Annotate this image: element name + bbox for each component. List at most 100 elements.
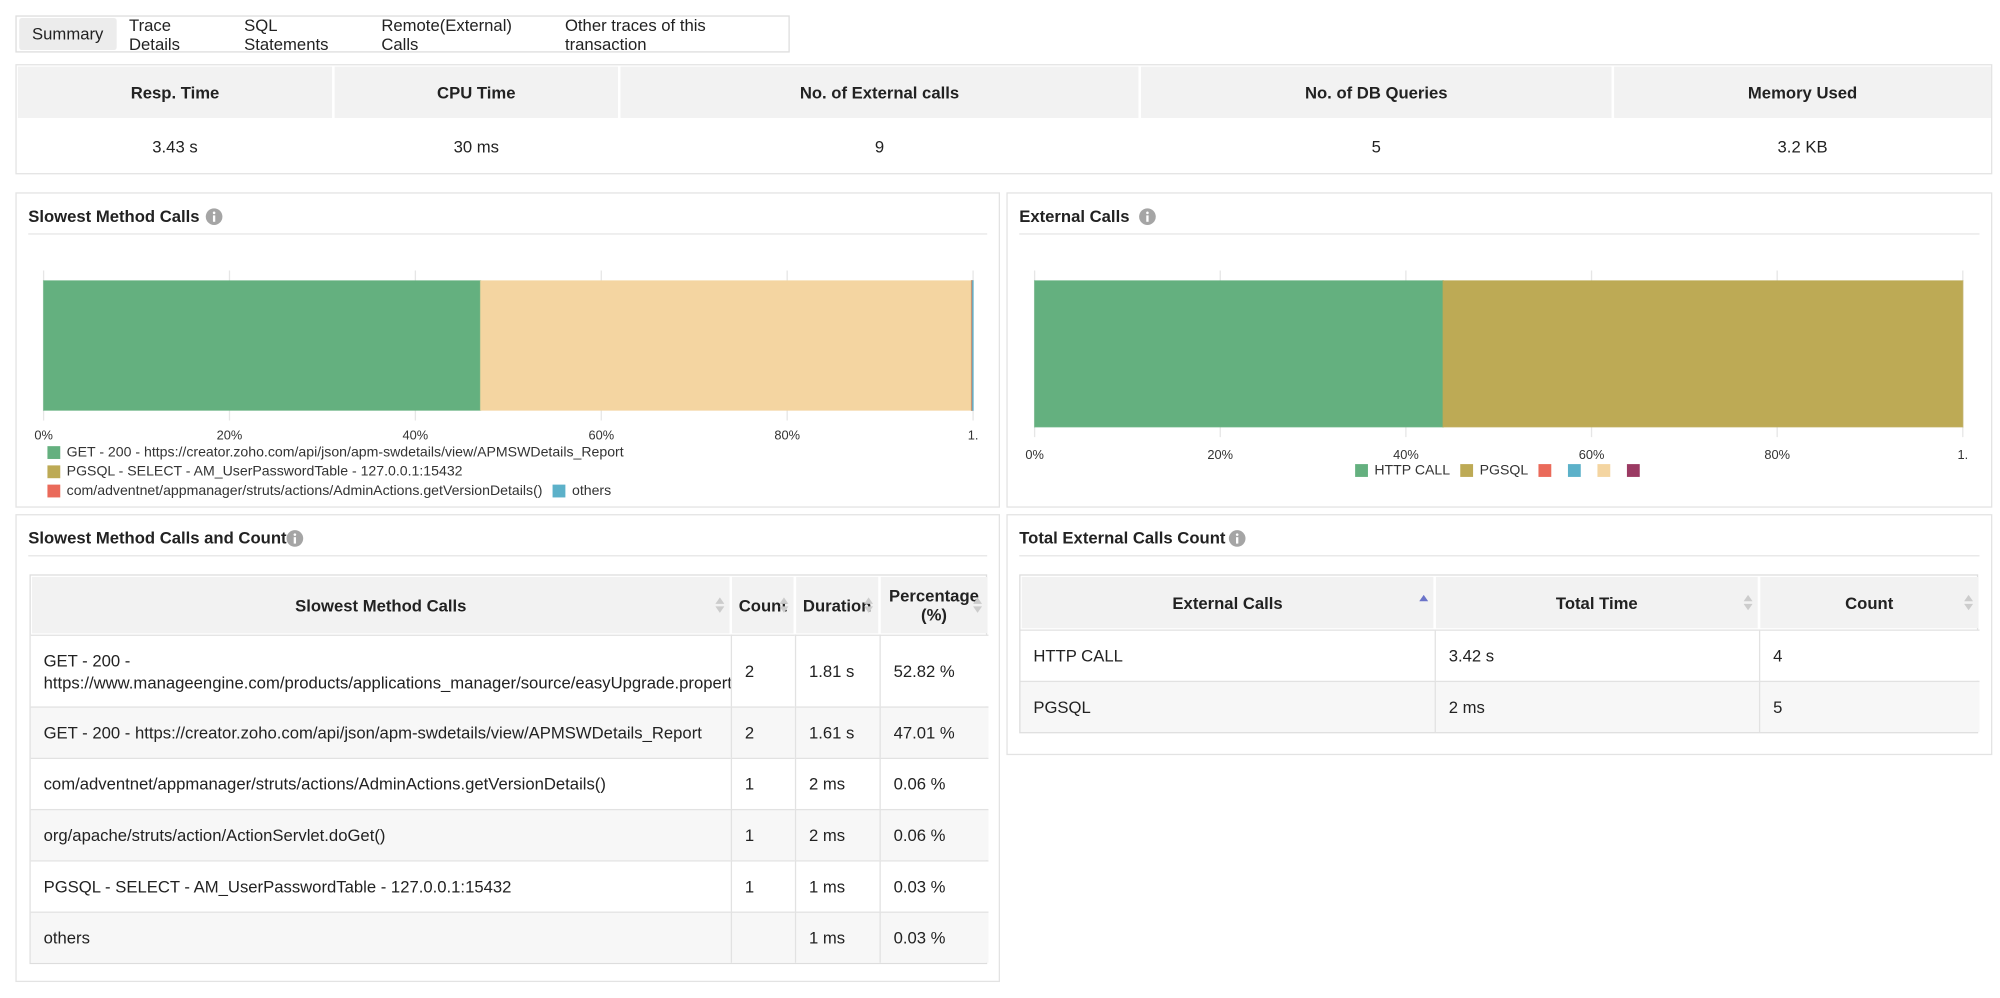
panel-title: External Calls (1019, 206, 1130, 226)
tab[interactable]: Trace Details (129, 14, 180, 54)
table-cell: 2 ms (794, 808, 880, 861)
legend-swatch (47, 446, 61, 459)
legend-item[interactable]: PGSQL (1460, 463, 1528, 478)
summary-header: CPU Time (334, 66, 618, 118)
legend: GET - 200 - https://creator.zoho.com/api… (47, 445, 955, 499)
summary-value: 9 (874, 136, 885, 156)
title-rule (28, 233, 988, 235)
info-icon[interactable] (1228, 529, 1246, 547)
table-cell: 1 (730, 757, 795, 809)
table-cell: 1 ms (794, 860, 880, 912)
x-tick-label: 80% (1764, 447, 1790, 462)
x-tick-label: 1. (968, 428, 979, 443)
table-cell: 1 (730, 860, 795, 912)
tab-bar: Summary Trace Details SQL Statements Remote… (15, 15, 790, 53)
legend-swatch (1355, 464, 1368, 477)
legend-item[interactable]: others (552, 483, 612, 499)
bar-segment (42, 280, 482, 411)
sort-icon[interactable] (715, 597, 725, 613)
bar-segment (1442, 280, 1964, 428)
sort-icon[interactable] (864, 597, 874, 613)
bar-segment (971, 280, 974, 411)
tab[interactable]: SQL Statements (244, 14, 329, 54)
table-cell: 1.81 s (794, 634, 880, 707)
sort-icon[interactable] (1419, 594, 1429, 610)
column-header[interactable]: Percentage (%) (880, 576, 988, 634)
legend-label: com/adventnet/appmanager/struts/actions/… (66, 483, 543, 499)
legend-label: PGSQL (1479, 462, 1529, 479)
summary-header: No. of DB Queries (1141, 66, 1612, 118)
title-rule (1019, 233, 1980, 235)
sort-icon[interactable] (779, 597, 789, 613)
data-table: External Calls Total Time Count HTTP CALL 3.… (1019, 574, 1980, 734)
info-icon[interactable] (286, 529, 304, 547)
column-header[interactable]: Slowest Method Calls (32, 576, 730, 634)
tab[interactable]: Summary (19, 17, 117, 50)
column-header[interactable]: Count (732, 576, 794, 634)
legend-item[interactable] (1567, 464, 1587, 477)
bar-segment (1033, 280, 1444, 428)
table-cell: 2 ms (1434, 680, 1759, 733)
table-cell: others (30, 911, 731, 963)
legend-item[interactable]: HTTP CALL (1355, 463, 1450, 478)
column-header[interactable]: Total Time (1435, 576, 1758, 629)
legend-swatch (47, 484, 61, 498)
table-cell: 5 (1758, 680, 1980, 733)
legend-item[interactable]: GET - 200 - https://creator.zoho.com/api… (47, 445, 624, 460)
summary-header: Memory Used (1614, 66, 1992, 118)
panel-title: Slowest Method Calls (28, 206, 200, 226)
summary-table: Resp. Time 3.43 s CPU Time 30 ms No. of Exte… (15, 64, 1993, 175)
legend-item[interactable] (1626, 464, 1646, 477)
summary-value: 5 (1371, 136, 1381, 156)
chart: 0% 20% 40% 60% 80% 1. (1025, 270, 1968, 462)
table-cell: 2 (730, 634, 795, 707)
sort-icon[interactable] (1964, 594, 1974, 611)
table-cell: 0.06 % (879, 757, 989, 809)
summary-value: 3.2 KB (1777, 136, 1828, 156)
title-rule (28, 555, 988, 557)
info-icon[interactable] (205, 208, 223, 226)
legend-swatch (1626, 464, 1640, 477)
summary-header: No. of External calls (620, 66, 1139, 118)
table-cell: org/apache/struts/action/ActionServlet.d… (30, 808, 731, 861)
x-tick-label: 60% (588, 428, 614, 443)
sort-icon[interactable] (1743, 594, 1753, 611)
table-cell: com/adventnet/appmanager/struts/actions/… (30, 757, 731, 809)
table-cell: 2 (730, 706, 795, 758)
table-cell: GET - 200 - https://www.manageengine.com… (30, 634, 753, 707)
table-cell: 0.06 % (879, 808, 989, 861)
legend: HTTP CALL PGSQL (1008, 463, 1994, 478)
chart: 0% 20% 40% 60% 80% 1. (34, 270, 979, 443)
legend-item[interactable] (1538, 464, 1557, 477)
sort-icon[interactable] (973, 597, 983, 613)
table-panel: Slowest Method Calls and Count Slowest Me… (15, 514, 1000, 983)
tab[interactable]: Remote(External) Calls (381, 14, 512, 54)
x-tick-label: 40% (403, 428, 429, 443)
legend-item[interactable] (1597, 464, 1616, 477)
title-rule (1019, 555, 1980, 557)
table-cell: 52.82 % (879, 634, 989, 707)
chart-panel: External Calls 0% 20% 40% 60% 80% 1. HTTP CALL P… (1006, 192, 1994, 508)
tab[interactable]: Other traces of this transaction (564, 14, 706, 54)
legend-item[interactable]: com/adventnet/appmanager/struts/actions/… (47, 483, 543, 499)
table-cell: 47.01 % (879, 706, 989, 758)
x-tick-label: 0% (34, 428, 53, 443)
column-header[interactable]: Duration (796, 576, 879, 634)
x-tick-label: 0% (1025, 447, 1044, 462)
legend-label: HTTP CALL (1374, 462, 1451, 479)
legend-item[interactable]: PGSQL - SELECT - AM_UserPasswordTable - … (47, 464, 463, 479)
x-tick-label: 60% (1579, 447, 1605, 462)
legend-label: others (571, 483, 612, 499)
x-tick-label: 40% (1393, 447, 1419, 462)
column-header[interactable]: Count (1760, 576, 1979, 629)
info-icon[interactable] (1138, 208, 1156, 226)
column-header[interactable]: External Calls (1021, 576, 1434, 629)
panel-title: Total External Calls Count (1019, 528, 1226, 548)
table-cell: 0.03 % (879, 860, 989, 912)
table-cell: 0.03 % (879, 911, 989, 963)
table-cell: PGSQL - SELECT - AM_UserPasswordTable - … (30, 860, 731, 912)
data-table: Slowest Method Calls Count Duration Percent… (29, 574, 989, 965)
bar-segment (479, 280, 973, 411)
